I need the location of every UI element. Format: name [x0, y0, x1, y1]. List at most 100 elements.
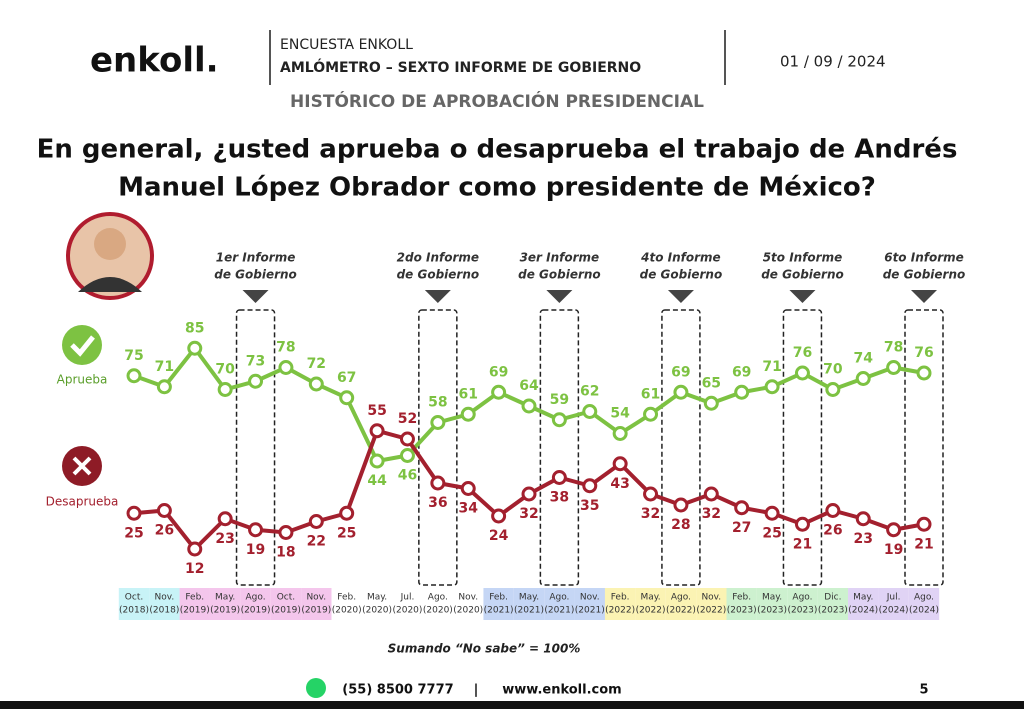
data-point [521, 398, 537, 414]
data-label: 23 [215, 531, 234, 547]
data-label: 73 [246, 353, 265, 369]
edition: AMLÓMETRO – SEXTO INFORME DE GOBIERNO [280, 58, 641, 76]
data-point [764, 505, 780, 521]
informe-label: 1er Informe [216, 251, 296, 265]
data-point [217, 382, 233, 397]
data-label: 12 [185, 561, 204, 577]
x-tick-label: (2021) [575, 606, 605, 616]
data-point [582, 478, 598, 494]
x-tick-label: Jul. [400, 593, 415, 603]
data-label: 55 [367, 403, 386, 419]
bottom-bar [0, 701, 1024, 709]
data-label: 70 [215, 362, 235, 378]
data-point [673, 384, 689, 400]
x-tick-label: Oct. [277, 593, 295, 603]
informe-arrow [242, 290, 269, 303]
data-label: 54 [610, 406, 630, 422]
data-point [369, 453, 385, 469]
data-point [612, 456, 628, 472]
data-label: 38 [550, 490, 569, 506]
data-label: 26 [155, 523, 174, 539]
data-point [278, 525, 294, 540]
data-point [339, 390, 355, 406]
x-tick-label: (2020) [453, 606, 483, 616]
data-label: 46 [398, 468, 417, 484]
x-tick-label: (2018) [119, 606, 149, 616]
x-tick-label: (2019) [180, 606, 210, 616]
category-band [787, 588, 818, 620]
x-tick-label: (2018) [149, 606, 179, 616]
x-tick-label: Ago. [914, 593, 934, 603]
legend-label: Aprueba [57, 373, 108, 387]
data-label: 61 [458, 386, 477, 402]
x-tick-label: Ago. [245, 593, 265, 603]
x-tick-label: May. [762, 593, 782, 603]
category-band [604, 588, 636, 620]
x-tick-label: (2022) [666, 606, 696, 616]
x-tick-label: Dic. [824, 593, 841, 603]
category-band [209, 588, 241, 620]
x-tick-label: Ago. [792, 593, 812, 603]
data-label: 61 [641, 386, 660, 402]
data-label: 65 [702, 375, 721, 391]
data-point [703, 486, 719, 502]
informe-label: 3er Informe [520, 251, 600, 265]
data-label: 34 [458, 501, 478, 517]
data-label: 18 [276, 545, 295, 561]
x-tick-label: (2024) [909, 606, 939, 616]
category-band [817, 588, 849, 620]
x-tick-label: May. [367, 593, 387, 603]
data-point [855, 511, 871, 527]
data-point [582, 404, 598, 419]
x-tick-label: (2021) [514, 606, 544, 616]
category-band [240, 588, 271, 620]
category-band [635, 588, 666, 620]
x-tick-label: (2021) [544, 606, 574, 616]
informe-arrow [424, 290, 451, 303]
data-point [278, 360, 294, 375]
data-point [673, 497, 689, 513]
informe-box [539, 309, 580, 586]
section-title: HISTÓRICO DE APROBACIÓN PRESIDENCIAL [290, 90, 704, 112]
category-band [270, 588, 302, 620]
data-point [248, 522, 264, 538]
category-band [118, 588, 150, 620]
data-point [126, 368, 142, 384]
data-point [612, 426, 628, 441]
data-point [339, 505, 355, 521]
separator: | [474, 683, 479, 698]
informe-box [418, 309, 458, 586]
x-tick-label: (2021) [484, 606, 514, 616]
category-band [726, 588, 757, 620]
data-point [156, 379, 172, 395]
x-tick-label: Ago. [428, 593, 448, 603]
data-label: 76 [793, 345, 812, 361]
x-tick-label: (2023) [818, 606, 848, 616]
data-label: 26 [823, 523, 842, 539]
category-band [301, 588, 332, 620]
informe-label: 5to Informe [763, 251, 843, 265]
x-tick-label: (2024) [879, 606, 909, 616]
data-label: 74 [853, 351, 873, 367]
x-tick-label: Ago. [671, 593, 691, 603]
data-point [187, 340, 203, 356]
category-band [513, 588, 545, 620]
x-tick-label: Feb. [611, 593, 630, 603]
x-tick-label: Nov. [580, 593, 600, 603]
phone: (55) 8500 7777 [342, 683, 453, 698]
data-point [248, 373, 264, 389]
data-label: 36 [428, 495, 447, 511]
data-label: 70 [823, 362, 843, 378]
category-band [665, 588, 697, 620]
survey-name: ENCUESTA ENKOLL [280, 37, 413, 53]
x-tick-label: May. [519, 593, 539, 603]
x-tick-label: (2024) [848, 606, 878, 616]
x-tick-label: Nov. [155, 593, 175, 603]
data-label: 52 [398, 411, 417, 427]
category-band [696, 588, 727, 620]
data-point [855, 371, 871, 386]
data-point [703, 395, 719, 411]
x-tick-label: (2022) [605, 606, 635, 616]
data-point [916, 516, 932, 532]
data-point [886, 522, 902, 538]
